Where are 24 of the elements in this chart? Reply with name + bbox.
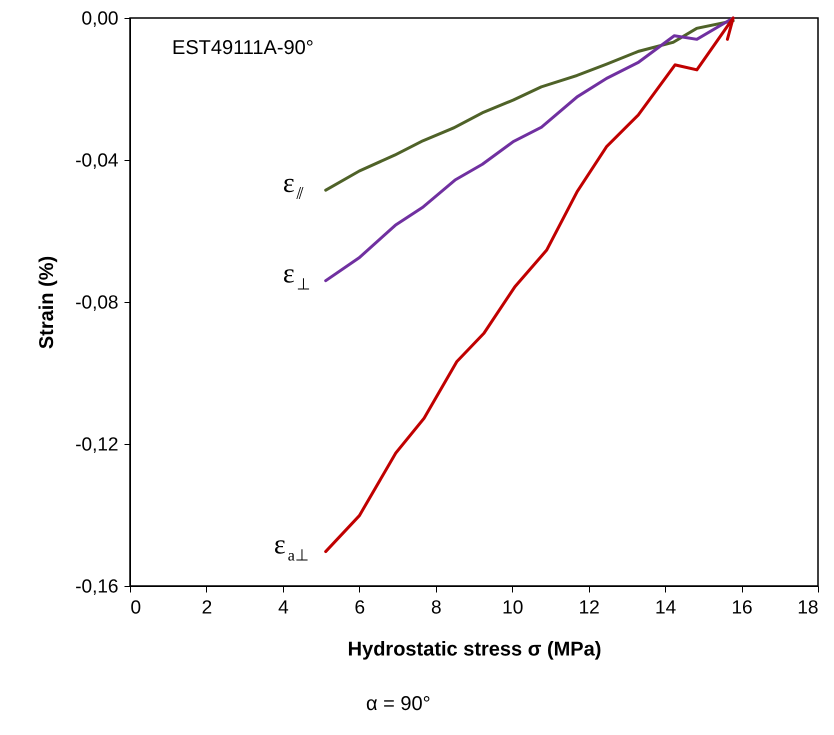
x-tick-label: 2 xyxy=(202,598,212,618)
x-tick-label: 14 xyxy=(655,598,677,618)
x-tick-label: 12 xyxy=(578,598,600,618)
y-tick-label: 0,00 xyxy=(82,8,118,30)
y-tick-label: -0,04 xyxy=(75,150,119,172)
series-label: ε⫽ xyxy=(282,168,304,204)
line-series xyxy=(324,19,735,192)
y-axis-title: Strain (%) xyxy=(36,256,58,350)
series-label: ε⊥ xyxy=(282,258,311,294)
y-tick-label: -0,08 xyxy=(75,292,118,314)
x-tick-label: 10 xyxy=(502,598,524,618)
x-tick-label: 0 xyxy=(130,598,142,618)
line-series xyxy=(324,16,735,282)
x-tick-label: 4 xyxy=(278,598,290,618)
annotation: EST49111A-90° xyxy=(172,37,314,59)
text: α = 90° xyxy=(366,693,431,715)
x-tick-label: 8 xyxy=(430,598,442,618)
x-tick-label: 18 xyxy=(797,598,818,618)
x-tick-label: 16 xyxy=(731,598,753,618)
x-tick-label: 6 xyxy=(354,598,366,618)
line-series xyxy=(324,16,735,554)
y-tick-label: -0,16 xyxy=(75,576,118,598)
x-axis-title: Hydrostatic stress σ (MPa) xyxy=(348,638,602,660)
y-tick-label: -0,12 xyxy=(75,434,118,456)
